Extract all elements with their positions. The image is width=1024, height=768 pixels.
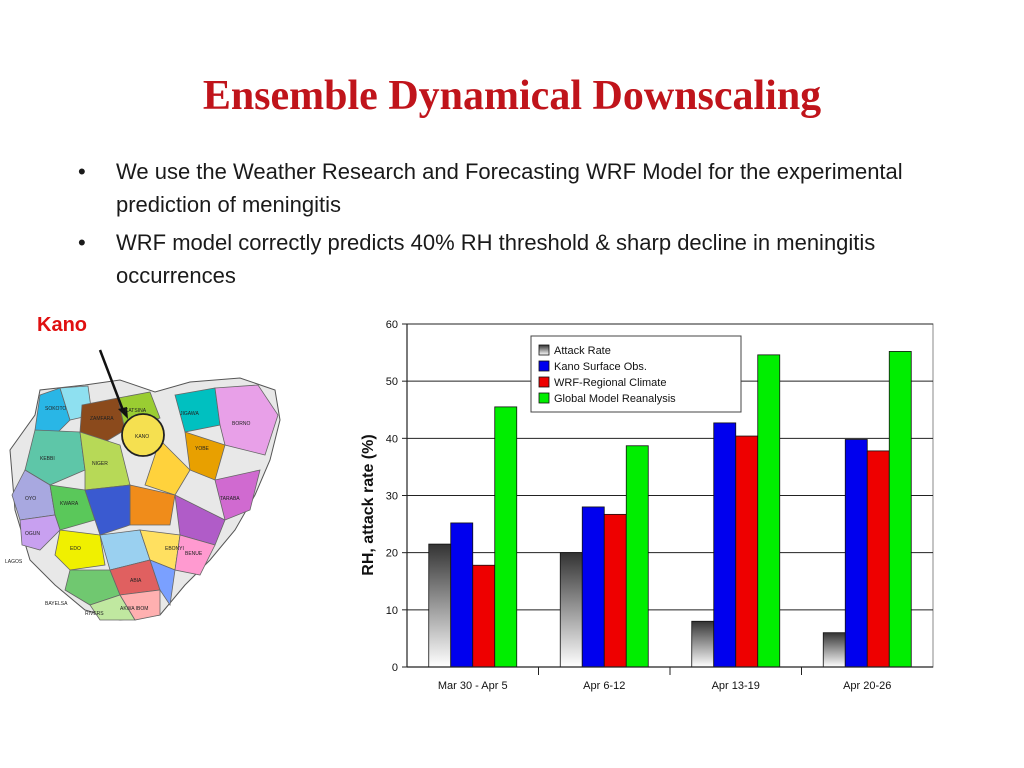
- state-region: [149, 559, 176, 607]
- state-label: RIVERS: [85, 611, 104, 617]
- state-label: YOBE: [195, 446, 210, 452]
- state-label: KANO: [135, 434, 149, 440]
- map-states: [11, 384, 279, 621]
- bar: [581, 506, 605, 668]
- state-region: [79, 397, 126, 446]
- state-label: BORNO: [232, 421, 250, 427]
- bar: [713, 422, 737, 668]
- callout-arrow-head-icon: [118, 407, 128, 419]
- state-region: [214, 469, 261, 521]
- state-label: KEBBI: [40, 456, 55, 462]
- bar: [866, 450, 890, 668]
- y-tick-label: 30: [386, 491, 398, 503]
- state-label: OYO: [25, 496, 36, 502]
- y-tick-label: 40: [386, 433, 398, 445]
- state-region: [54, 529, 106, 571]
- map-state-labels: SOKOTO KEBBI ZAMFARA KATSINA KANO JIGAWA…: [5, 406, 250, 617]
- bullet-text: We use the Weather Research and Forecast…: [116, 159, 903, 217]
- bullet-marker: •: [78, 230, 86, 255]
- bar: [472, 564, 496, 668]
- bar: [844, 439, 868, 668]
- state-label: EBONYI: [165, 546, 184, 552]
- legend-swatch: [538, 392, 550, 404]
- legend-label: WRF-Regional Climate: [554, 377, 666, 389]
- slide-title: Ensemble Dynamical Downscaling: [202, 73, 822, 119]
- state-label: BAYELSA: [45, 601, 68, 607]
- legend-swatch: [538, 360, 550, 372]
- nigeria-map: SOKOTO KEBBI ZAMFARA KATSINA KANO JIGAWA…: [0, 320, 340, 640]
- chart-bars: [428, 351, 912, 668]
- state-label: BENUE: [185, 551, 203, 557]
- x-tick-label: Mar 30 - Apr 5: [438, 680, 508, 692]
- x-tick-label: Apr 13-19: [712, 680, 760, 692]
- state-region: [174, 534, 216, 576]
- legend-label: Kano Surface Obs.: [554, 361, 647, 373]
- bullet-item: • We use the Weather Research and Foreca…: [78, 155, 958, 221]
- state-label: SOKOTO: [45, 406, 66, 412]
- state-label: ZAMFARA: [90, 416, 114, 422]
- state-label: ABIA: [130, 578, 142, 584]
- legend-label: Attack Rate: [554, 345, 611, 357]
- bar: [559, 552, 583, 668]
- state-label: JIGAWA: [180, 411, 199, 417]
- state-region: [34, 387, 71, 441]
- bar: [450, 522, 474, 668]
- state-region: [84, 484, 131, 536]
- state-label: KATSINA: [125, 408, 147, 414]
- bullet-list: • We use the Weather Research and Foreca…: [78, 155, 958, 297]
- state-region: [49, 484, 96, 531]
- state-region: [119, 589, 161, 621]
- legend-label: Global Model Reanalysis: [554, 393, 676, 405]
- y-tick-label: 20: [386, 548, 398, 560]
- state-region: [19, 514, 61, 551]
- bar: [603, 513, 627, 668]
- chart-legend: Attack Rate Kano Surface Obs. WRF-Regional…: [530, 335, 742, 413]
- bar: [735, 435, 759, 668]
- state-label: EDO: [70, 546, 81, 552]
- x-tick-label: Apr 20-26: [843, 680, 891, 692]
- rh-attack-rate-chart: 0 10 20 30 40 50 60 Mar 30 - Apr 5 Apr 6-12 Apr 1…: [345, 310, 950, 705]
- bar: [691, 620, 715, 668]
- legend-box: [530, 335, 742, 413]
- bar: [757, 354, 781, 668]
- y-tick-label: 10: [386, 605, 398, 617]
- bar: [888, 351, 912, 668]
- x-tick-label: Apr 6-12: [583, 680, 625, 692]
- y-axis-label: RH, attack rate (%): [360, 434, 377, 575]
- state-label: AKWA IBOM: [120, 606, 148, 612]
- state-label: KWARA: [60, 501, 79, 507]
- state-label: NIGER: [92, 461, 108, 467]
- bullet-text: WRF model correctly predicts 40% RH thre…: [116, 230, 876, 288]
- state-label: OGUN: [25, 531, 40, 537]
- bullet-item: • WRF model correctly predicts 40% RH th…: [78, 226, 958, 292]
- bar: [625, 445, 649, 668]
- bullet-marker: •: [78, 159, 86, 184]
- bar: [428, 543, 452, 668]
- kano-callout-label: Kano: [37, 314, 87, 336]
- y-tick-label: 50: [386, 376, 398, 388]
- chart-axes: 0 10 20 30 40 50 60 Mar 30 - Apr 5 Apr 6-12 Apr 1…: [386, 319, 933, 692]
- bar: [494, 406, 518, 668]
- y-tick-label: 0: [392, 662, 398, 674]
- state-region: [24, 429, 86, 486]
- legend-swatch: [538, 344, 550, 356]
- state-label: LAGOS: [5, 559, 23, 565]
- kano-highlight-circle: [121, 413, 165, 457]
- callout-arrow-line: [98, 349, 126, 414]
- chart-svg: 0 10 20 30 40 50 60 Mar 30 - Apr 5 Apr 6-12 Apr 1…: [360, 319, 934, 692]
- y-tick-label: 60: [386, 319, 398, 331]
- state-region: [214, 384, 279, 456]
- bar: [822, 632, 846, 668]
- legend-swatch: [538, 376, 550, 388]
- state-label: TARABA: [220, 496, 240, 502]
- nigeria-map-svg: SOKOTO KEBBI ZAMFARA KATSINA KANO JIGAWA…: [5, 349, 281, 621]
